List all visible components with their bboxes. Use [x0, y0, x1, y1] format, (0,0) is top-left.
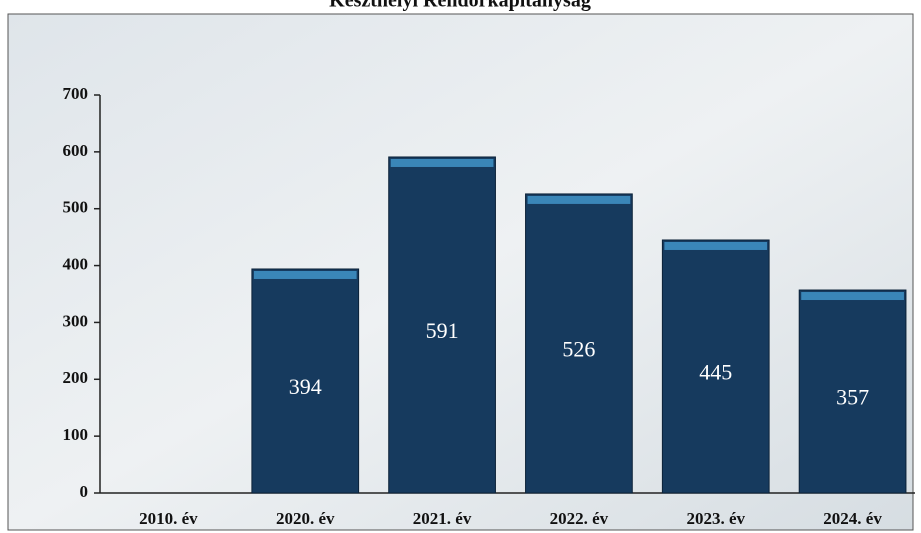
x-tick-label: 2020. év [276, 509, 335, 528]
value-label: 445 [699, 360, 732, 385]
y-tick-label: 300 [63, 311, 89, 330]
chart-title: Keszthelyi Rendőrkapitányság [329, 0, 591, 12]
y-tick-label: 0 [80, 482, 89, 501]
chart: Keszthelyi Rendőrkapitányság 0 100 200 300 4… [0, 0, 921, 533]
value-label: 591 [426, 318, 459, 343]
x-tick-label: 2021. év [413, 509, 472, 528]
y-tick-label: 600 [63, 141, 89, 160]
y-tick-label: 700 [63, 84, 89, 103]
bar-highlight [664, 242, 767, 250]
value-label: 526 [562, 337, 595, 362]
x-tick-label: 2022. év [550, 509, 609, 528]
y-tick-label: 400 [63, 254, 89, 273]
x-tick-label: 2023. év [686, 509, 745, 528]
bar-highlight [391, 159, 494, 167]
bar-highlight [528, 196, 631, 204]
y-tick-label: 100 [63, 425, 89, 444]
bar-highlight [801, 292, 904, 300]
x-tick-label: 2010. év [139, 509, 198, 528]
y-tick-label: 500 [63, 198, 89, 217]
y-tick-label: 200 [63, 368, 89, 387]
value-label: 357 [836, 385, 869, 410]
bar-highlight [254, 271, 357, 279]
x-tick-label: 2024. év [823, 509, 882, 528]
value-label: 394 [289, 374, 322, 399]
page: {"chart_data": {"type": "bar", "title": … [0, 0, 921, 533]
